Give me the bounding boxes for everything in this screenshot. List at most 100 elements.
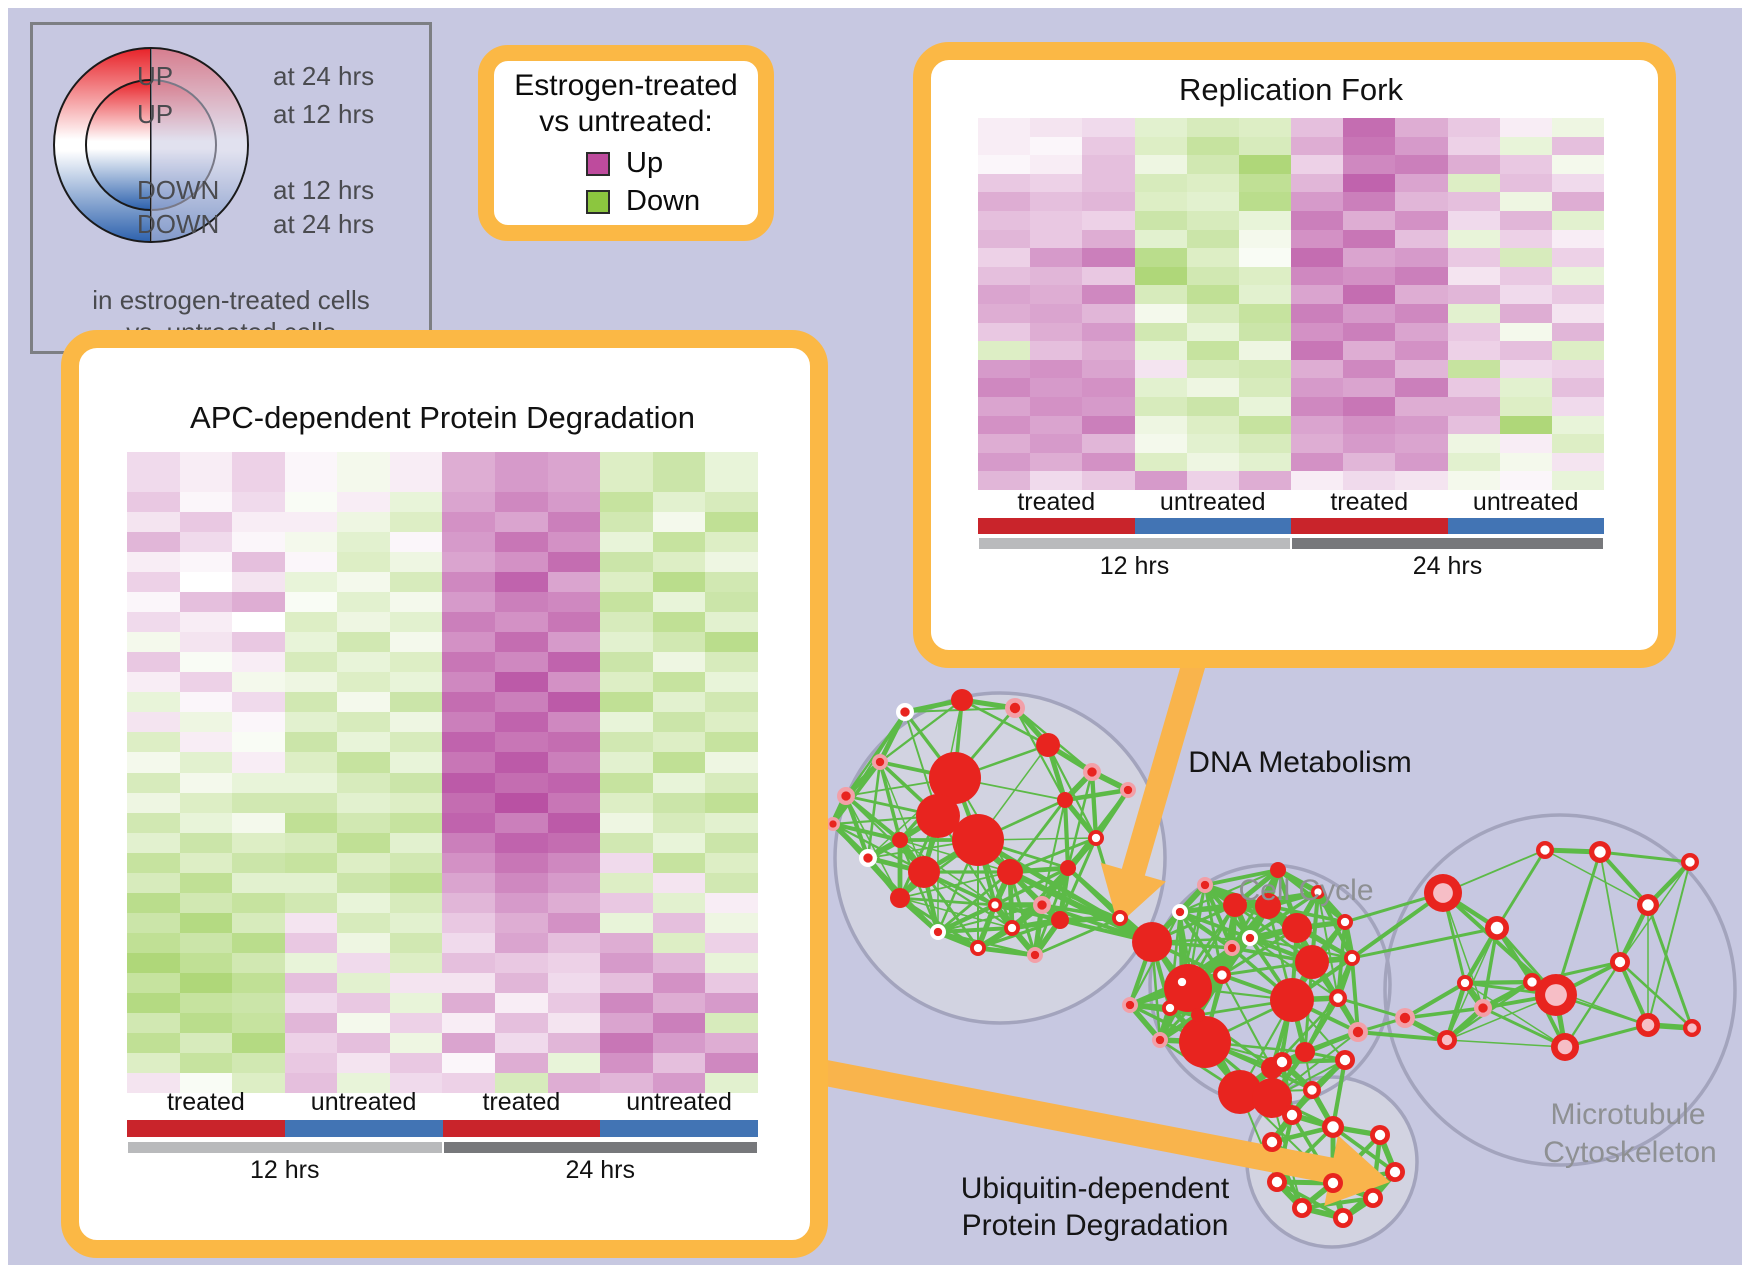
- heatmap-cell: [179, 972, 233, 993]
- heatmap-cell: [389, 1052, 443, 1073]
- heatmap-cell: [705, 592, 758, 613]
- heatmap-cell: [1238, 303, 1292, 323]
- heatmap-cell: [1551, 359, 1605, 379]
- network-edge: [1446, 1039, 1566, 1048]
- heatmap-cell: [442, 872, 496, 893]
- network-edge: [1482, 1006, 1566, 1049]
- heatmap-cell: [1395, 341, 1448, 360]
- heatmap-cell: [705, 692, 758, 713]
- heatmap-cell: [389, 492, 443, 513]
- heatmap-cell: [442, 812, 496, 833]
- network-edge: [1008, 799, 1067, 873]
- replication-fork-heatmap: [978, 118, 1605, 490]
- heatmap-cell: [600, 452, 653, 473]
- heatmap-cell: [179, 852, 233, 873]
- heatmap-cell: [337, 532, 390, 553]
- time-bar: [128, 1142, 442, 1153]
- heatmap-cell: [179, 812, 233, 833]
- heatmap-cell: [1551, 192, 1605, 211]
- network-node: [1223, 893, 1247, 917]
- apc-condition-bars: [127, 1120, 758, 1137]
- heatmap-cell: [232, 632, 285, 653]
- heatmap-cell: [495, 652, 548, 673]
- heatmap-cell: [337, 472, 390, 493]
- heatmap-cell: [495, 912, 548, 933]
- heatmap-cell: [978, 434, 1031, 453]
- heatmap-cell: [495, 492, 548, 513]
- heatmap-cell: [337, 452, 390, 473]
- network-node: [1282, 913, 1312, 943]
- heatmap-cell: [179, 612, 233, 633]
- network-edge: [1064, 787, 1129, 803]
- heatmap-cell: [127, 772, 180, 793]
- heatmap-cell: [232, 852, 285, 873]
- heatmap-cell: [1082, 173, 1135, 193]
- heatmap-cell: [284, 812, 338, 833]
- down-color-swatch: [586, 189, 610, 214]
- heatmap-cell: [1291, 434, 1344, 453]
- heatmap-cell: [600, 1072, 653, 1093]
- heatmap-cell: [495, 832, 548, 853]
- heatmap-cell: [337, 1012, 390, 1033]
- heatmap-cell: [1030, 229, 1083, 249]
- heatmap-cell: [978, 266, 1031, 286]
- heatmap-cell: [179, 912, 233, 933]
- heatmap-cell: [442, 1012, 496, 1033]
- heatmap-cell: [1030, 210, 1083, 230]
- heatmap-cell: [1291, 229, 1344, 249]
- network-edge: [844, 794, 902, 842]
- heatmap-cell: [1134, 322, 1187, 342]
- heatmap-cell: [652, 572, 706, 593]
- network-edge: [1495, 849, 1547, 929]
- heatmap-cell: [442, 512, 496, 533]
- heatmap-cell: [705, 812, 758, 833]
- heatmap-cell: [495, 892, 548, 913]
- heatmap-cell: [1343, 322, 1396, 342]
- heatmap-cell: [547, 712, 601, 733]
- network-node-center: [1227, 943, 1237, 953]
- heatmap-cell: [978, 192, 1031, 211]
- network-node-center: [1271, 1176, 1283, 1188]
- heatmap-cell: [1343, 359, 1396, 379]
- heatmap-cell: [337, 552, 390, 573]
- heatmap-cell: [1395, 248, 1448, 267]
- heatmap-cell: [1238, 378, 1292, 397]
- heatmap-cell: [600, 752, 653, 773]
- heatmap-cell: [127, 912, 180, 933]
- treated-bar: [1291, 518, 1448, 534]
- heatmap-cell: [1082, 415, 1135, 435]
- network-node: [1191, 1008, 1205, 1022]
- heatmap-cell: [1134, 173, 1187, 193]
- heatmap-cell: [232, 1032, 285, 1053]
- condition-label: treated: [482, 1088, 561, 1116]
- network-node-center: [1557, 1039, 1573, 1055]
- heatmap-cell: [1447, 118, 1500, 137]
- heatmap-cell: [1186, 229, 1239, 249]
- network-node: [916, 794, 960, 838]
- heatmap-cell: [495, 1052, 548, 1073]
- network-edge: [878, 761, 902, 841]
- heatmap-cell: [179, 452, 233, 473]
- network-node: [1057, 792, 1073, 808]
- untreated-bar: [284, 1120, 443, 1137]
- heatmap-cell: [284, 972, 338, 993]
- heatmap-cell: [232, 672, 285, 693]
- heatmap-cell: [1238, 452, 1292, 472]
- heatmap-cell: [1395, 396, 1448, 416]
- heatmap-cell: [705, 452, 758, 473]
- heatmap-cell: [495, 1032, 548, 1053]
- heatmap-cell: [1082, 118, 1135, 137]
- network-node: [1218, 1070, 1262, 1114]
- heatmap-cell: [442, 772, 496, 793]
- heatmap-cell: [1499, 322, 1552, 342]
- heatmap-cell: [1447, 248, 1500, 267]
- heatmap-cell: [442, 632, 496, 653]
- heatmap-cell: [179, 592, 233, 613]
- heatmap-cell: [127, 1052, 180, 1073]
- heatmap-cell: [1291, 136, 1344, 156]
- heatmap-cell: [442, 1052, 496, 1073]
- heatmap-cell: [389, 1072, 443, 1093]
- heatmap-cell: [337, 652, 390, 673]
- heatmap-cell: [652, 852, 706, 873]
